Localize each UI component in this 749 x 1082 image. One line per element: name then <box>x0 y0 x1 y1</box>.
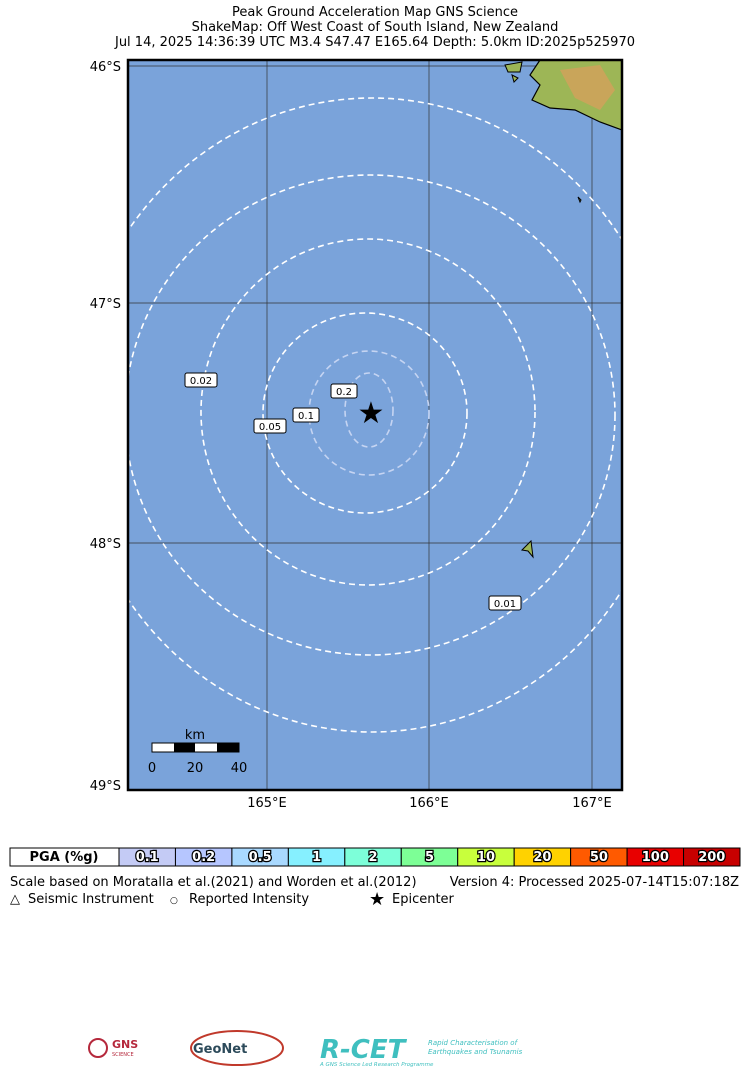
legend-symbol: ★ <box>369 889 385 910</box>
contour-label-box <box>330 383 358 399</box>
legend-symbol: △ <box>10 892 20 907</box>
legend-text: Epicenter <box>392 892 455 907</box>
scale-tick: 40 <box>231 761 248 776</box>
pga-bin-label: 50 <box>590 850 608 865</box>
ocean <box>128 60 622 790</box>
logos: GNS SCIENCE GeoNet R-CET Rapid Character… <box>88 1030 523 1068</box>
contour-label-box <box>488 595 522 611</box>
legend-text: Reported Intensity <box>189 892 309 907</box>
lon-label: 165°E <box>247 796 287 811</box>
lon-label: 166°E <box>409 796 449 811</box>
legend-text: Seismic Instrument <box>28 892 154 907</box>
scale-note: Scale based on Moratalla et al.(2021) an… <box>10 875 417 890</box>
contour-label: 0.02 <box>190 376 212 387</box>
title: Peak Ground Acceleration Map GNS Science <box>232 5 518 20</box>
logo-rcet-tag: Earthquakes and Tsunamis <box>428 1048 523 1056</box>
pga-bin-label: 100 <box>642 850 669 865</box>
subtitle: ShakeMap: Off West Coast of South Island… <box>192 20 559 35</box>
island <box>520 539 534 559</box>
lon-label: 167°E <box>572 796 612 811</box>
logo-gns: GNS <box>112 1038 138 1051</box>
logo-geonet: GeoNet <box>193 1042 247 1057</box>
event-info: Jul 14, 2025 14:36:39 UTC M3.4 S47.47 E1… <box>114 35 635 50</box>
contour-label: 0.05 <box>259 422 281 433</box>
map: 0.02 0.2 0.1 0.05 0.01 ★ km 0 20 40 <box>128 60 622 790</box>
contour-label: 0.01 <box>494 599 516 610</box>
pga-title: PGA (%g) <box>30 850 99 865</box>
contour-label-box <box>292 407 320 423</box>
scale-tick: 20 <box>187 761 204 776</box>
logo-rcet: R-CET <box>320 1035 408 1065</box>
pga-bin-label: 20 <box>533 850 551 865</box>
scale-unit: km <box>185 728 205 743</box>
pga-bin-label: 2 <box>369 850 378 865</box>
contour-label-box <box>253 418 287 434</box>
logo-rcet-foot: A GNS Science Led Research Programme <box>319 1062 434 1068</box>
logo-gns-sub: SCIENCE <box>112 1052 134 1058</box>
lat-label: 47°S <box>90 297 121 312</box>
pga-bin-label: 200 <box>698 850 725 865</box>
contour-label: 0.2 <box>336 387 352 398</box>
lat-label: 48°S <box>90 537 121 552</box>
lat-label: 46°S <box>90 60 121 75</box>
map-frame <box>126 58 624 792</box>
pga-bin-label: 10 <box>477 850 495 865</box>
epicenter: ★ <box>358 396 385 431</box>
land-relief <box>560 65 615 110</box>
pga-bin-label: 1 <box>312 850 321 865</box>
pga-bin-label: 0.1 <box>136 850 159 865</box>
logo-rcet-tag: Rapid Characterisation of <box>428 1039 519 1047</box>
pga-bin <box>683 847 741 867</box>
islet <box>577 196 582 204</box>
version: Version 4: Processed 2025-07-14T15:07:18… <box>450 875 739 890</box>
contour-label-box <box>184 372 218 388</box>
contour-label: 0.1 <box>298 411 314 422</box>
pga-bin-label: 0.2 <box>192 850 215 865</box>
islet <box>504 61 523 83</box>
pga-bin-label: 0.5 <box>249 850 272 865</box>
scale-tick: 0 <box>148 761 156 776</box>
scale-bar: km 0 20 40 <box>148 728 247 776</box>
pga-bin-label: 5 <box>425 850 434 865</box>
lat-label: 49°S <box>90 779 121 794</box>
legend-symbol: ○ <box>170 896 178 906</box>
